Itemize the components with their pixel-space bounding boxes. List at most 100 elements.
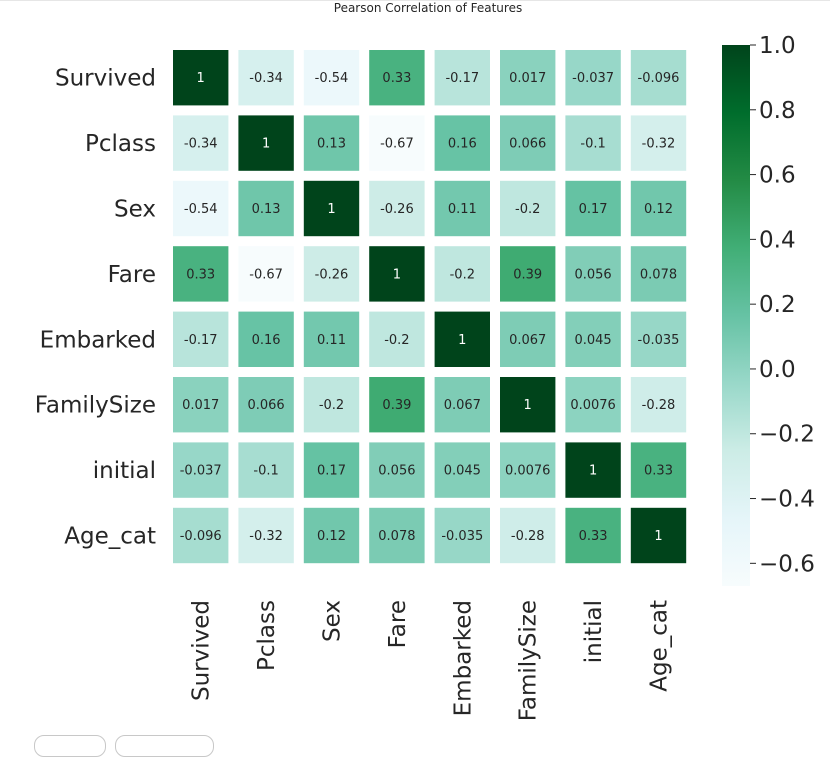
cell-annotation: -0.67 bbox=[249, 267, 283, 282]
cell-annotation: 0.056 bbox=[378, 464, 415, 479]
heatmap-cell bbox=[565, 377, 621, 433]
heatmap-cell bbox=[630, 311, 687, 367]
heatmap-annotations: 1 -0.34 -0.54 0.33 -0.17 0.017 -0.037 -0.096 -0.… bbox=[180, 71, 680, 544]
heatmap-cell bbox=[369, 180, 425, 237]
x-tick-label: Survived bbox=[189, 600, 215, 701]
cell-annotation: -0.2 bbox=[384, 333, 409, 348]
y-tick-label: Embarked bbox=[40, 327, 156, 353]
cell-annotation: 0.0076 bbox=[570, 398, 616, 413]
heatmap-cell bbox=[369, 50, 425, 106]
heatmap-cell bbox=[173, 115, 229, 171]
cell-annotation: 1 bbox=[197, 71, 205, 86]
cell-annotation: -0.096 bbox=[638, 71, 680, 86]
heatmap-cell bbox=[500, 50, 556, 106]
heatmap-cell bbox=[369, 246, 425, 302]
cell-annotation: 0.078 bbox=[640, 267, 677, 282]
cell-annotation: 0.33 bbox=[186, 267, 215, 282]
heatmap-cell bbox=[173, 311, 229, 367]
cell-toolbar-button[interactable] bbox=[34, 735, 106, 757]
heatmap-cell bbox=[303, 180, 360, 237]
x-tick-label: Pclass bbox=[254, 600, 280, 671]
colorbar-tick-label: 0.2 bbox=[759, 292, 796, 318]
cell-annotation: -0.1 bbox=[580, 137, 605, 152]
heatmap-cell bbox=[303, 50, 360, 106]
heatmap-cell bbox=[303, 442, 360, 498]
heatmap-cell bbox=[303, 377, 360, 433]
y-tick-label: Survived bbox=[55, 66, 156, 92]
heatmap-cell bbox=[434, 50, 490, 106]
heatmap-cell bbox=[434, 180, 490, 237]
cell-toolbar-button[interactable] bbox=[115, 735, 214, 757]
cell-annotation: 1 bbox=[654, 529, 662, 544]
cell-annotation: -0.32 bbox=[249, 529, 283, 544]
cell-annotation: 1 bbox=[262, 137, 270, 152]
cell-annotation: 0.11 bbox=[317, 333, 346, 348]
cell-annotation: -0.1 bbox=[253, 464, 278, 479]
colorbar-tick-label: 0.0 bbox=[759, 357, 796, 383]
heatmap-cell bbox=[238, 50, 294, 106]
cell-annotation: 0.16 bbox=[448, 137, 477, 152]
heatmap-cell bbox=[630, 377, 687, 433]
cell-annotation: 0.16 bbox=[252, 333, 281, 348]
cell-annotation: -0.096 bbox=[180, 529, 222, 544]
cell-annotation: 0.33 bbox=[382, 71, 411, 86]
heatmap-cell bbox=[500, 507, 556, 564]
cell-annotation: -0.28 bbox=[642, 398, 676, 413]
heatmap-cell bbox=[565, 507, 621, 564]
y-tick-label: initial bbox=[93, 458, 156, 484]
y-tick-label: Age_cat bbox=[64, 524, 156, 550]
cell-annotation: 0.056 bbox=[574, 267, 611, 282]
heatmap-cell bbox=[565, 442, 621, 498]
cell-annotation: 0.067 bbox=[444, 398, 481, 413]
heatmap-cell bbox=[173, 442, 229, 498]
heatmap-cell bbox=[565, 50, 621, 106]
y-tick-label: Fare bbox=[108, 262, 156, 288]
cell-annotation: 0.39 bbox=[513, 267, 542, 282]
cell-annotation: 1 bbox=[458, 333, 466, 348]
cell-annotation: 0.067 bbox=[509, 333, 546, 348]
x-tick-label: Age_cat bbox=[647, 600, 673, 692]
cell-annotation: 0.017 bbox=[182, 398, 219, 413]
cell-annotation: -0.2 bbox=[319, 398, 344, 413]
heatmap-cell bbox=[630, 442, 687, 498]
cell-annotation: -0.54 bbox=[315, 71, 349, 86]
heatmap-cell bbox=[434, 311, 490, 367]
cell-annotation: -0.28 bbox=[511, 529, 545, 544]
cell-annotation: 0.045 bbox=[574, 333, 611, 348]
heatmap-cell bbox=[565, 311, 621, 367]
cell-annotation: 0.13 bbox=[252, 202, 281, 217]
heatmap-cell bbox=[565, 180, 621, 237]
cell-annotation: 0.17 bbox=[579, 202, 608, 217]
cell-annotation: -0.2 bbox=[450, 267, 475, 282]
cell-annotation: -0.26 bbox=[380, 202, 414, 217]
heatmap-cell bbox=[500, 442, 556, 498]
colorbar-tick-label: −0.2 bbox=[759, 422, 815, 448]
heatmap-cell bbox=[565, 115, 621, 171]
cell-annotation: 0.017 bbox=[509, 71, 546, 86]
cell-annotation: -0.34 bbox=[184, 137, 218, 152]
cell-annotation: 0.12 bbox=[644, 202, 673, 217]
cell-annotation: 0.078 bbox=[378, 529, 415, 544]
colorbar bbox=[722, 45, 750, 586]
cell-annotation: 0.39 bbox=[382, 398, 411, 413]
heatmap-cell bbox=[173, 507, 229, 564]
heatmap-cell bbox=[303, 246, 360, 302]
heatmap-cell bbox=[238, 507, 294, 564]
x-tick-label: initial bbox=[581, 600, 607, 663]
heatmap-cell bbox=[369, 507, 425, 564]
cell-annotation: 0.17 bbox=[317, 464, 346, 479]
cell-annotation: 0.33 bbox=[644, 464, 673, 479]
heatmap-cell bbox=[630, 180, 687, 237]
heatmap-cell bbox=[500, 311, 556, 367]
colorbar-tick-label: −0.6 bbox=[759, 551, 815, 577]
colorbar-tick-label: 0.6 bbox=[759, 163, 796, 189]
cell-annotation: -0.035 bbox=[638, 333, 680, 348]
cell-annotation: -0.037 bbox=[180, 464, 222, 479]
heatmap-cell bbox=[238, 442, 294, 498]
cell-annotation: -0.54 bbox=[184, 202, 218, 217]
cell-annotation: 0.0076 bbox=[505, 464, 551, 479]
cell-annotation: 0.11 bbox=[448, 202, 477, 217]
cell-annotation: 1 bbox=[589, 464, 597, 479]
heatmap-cell bbox=[630, 50, 687, 106]
cell-annotation: 0.13 bbox=[317, 137, 346, 152]
